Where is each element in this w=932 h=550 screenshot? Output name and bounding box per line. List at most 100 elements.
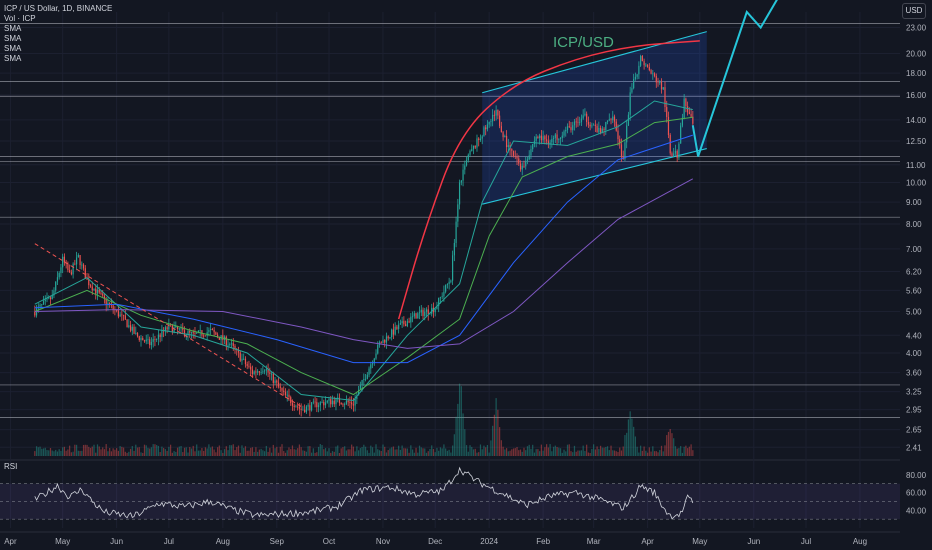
price-channel [482,31,707,205]
legend-sma-2[interactable]: SMA [4,34,22,43]
candle-body [427,309,429,315]
currency-badge[interactable]: USD [902,3,926,19]
candle-body [676,151,678,158]
volume-bar [168,446,170,456]
volume-bar [126,452,128,456]
volume-bar [107,451,109,456]
candle-body [450,280,452,282]
candle-body [129,325,132,331]
legend-sma-3[interactable]: SMA [4,44,22,53]
candle-body [258,371,260,373]
volume-bar [35,446,38,456]
volume-bar [135,444,137,456]
candle-body [337,397,339,399]
candle-body [546,139,548,141]
candle-body [497,109,499,116]
volume-bar [225,446,227,456]
candle-body [359,385,361,390]
volume-bar [338,452,341,456]
candle-body [648,66,650,71]
candle-body [199,330,201,331]
time-tick-label: Jul [801,537,811,546]
candle-body [272,373,274,383]
candle-body [601,128,603,134]
volume-bar [335,446,337,456]
candle-body [525,160,527,167]
volume-bars [34,383,694,456]
volume-bar [589,452,591,456]
candle-body [248,365,250,367]
volume-bar [163,447,165,456]
volume-bar [617,451,619,456]
horizontal-levels [0,23,900,418]
candle-body [349,402,351,404]
time-axis[interactable]: Apr May Jun Jul Aug Sep Oct Nov Dec 2024 Feb Mar Apr… [4,537,867,546]
candle-body [197,330,200,333]
volume-bar [131,446,133,456]
price-tick-label: 2.65 [906,426,922,435]
volume-bar [328,448,330,456]
candle-body [138,336,140,341]
volume-bar [523,447,525,456]
candle-body [380,342,382,344]
candle-body [441,296,443,298]
volume-bar [344,446,346,456]
candle-body [142,338,144,341]
volume-bar [544,447,546,456]
candle-body [429,313,431,315]
candle-body [251,369,254,375]
price-tick-label: 9.00 [906,198,922,207]
volume-bar [176,447,179,456]
volume-bar [161,446,163,456]
volume-bar [669,428,671,456]
volume-bar [505,448,508,456]
time-tick-label: Sep [270,537,285,546]
candle-body [326,400,328,403]
candle-body [316,402,318,408]
legend-symbol[interactable]: ICP / US Dollar, 1D, BINANCE [4,4,113,13]
volume-bar [354,451,356,456]
candle-body [478,138,480,141]
volume-bar [48,450,50,456]
volume-bar [657,452,659,456]
candle-body [413,313,415,317]
volume-bar [474,448,476,456]
candle-body [467,154,469,161]
volume-bar [427,451,429,456]
rsi-label[interactable]: RSI [4,462,18,471]
volume-bar [110,451,113,456]
candle-body [460,180,462,183]
candle-body [152,339,154,342]
candle-body [49,297,52,300]
candle-body [150,341,153,346]
volume-bar [307,446,309,456]
volume-bar [450,452,452,456]
volume-bar [340,448,342,456]
candle-body [185,334,187,336]
volume-bar [445,448,447,456]
candle-body [674,151,677,154]
volume-bar [631,418,633,456]
candle-body [598,127,600,133]
volume-bar [403,448,405,456]
candle-body [389,337,391,339]
price-tick-label: 3.60 [906,369,922,378]
legend-sma-4[interactable]: SMA [4,54,22,63]
candle-body [582,115,584,119]
legend-sma-1[interactable]: SMA [4,24,22,33]
candle-body [624,142,626,160]
volume-bar [79,450,81,456]
volume-bar [149,448,151,456]
volume-bar [418,445,421,456]
candle-body [72,263,74,275]
forecast-path [691,0,778,157]
price-axis[interactable]: 23.00 20.00 18.00 16.00 14.00 12.50 11.00 10.00… [900,0,932,550]
candle-body [537,136,539,139]
candle-body [671,153,673,156]
volume-bar [627,419,630,456]
volume-bar [478,452,480,456]
candle-body [304,409,306,413]
legend-volume[interactable]: Vol · ICP [4,14,36,23]
candle-body [420,309,422,313]
